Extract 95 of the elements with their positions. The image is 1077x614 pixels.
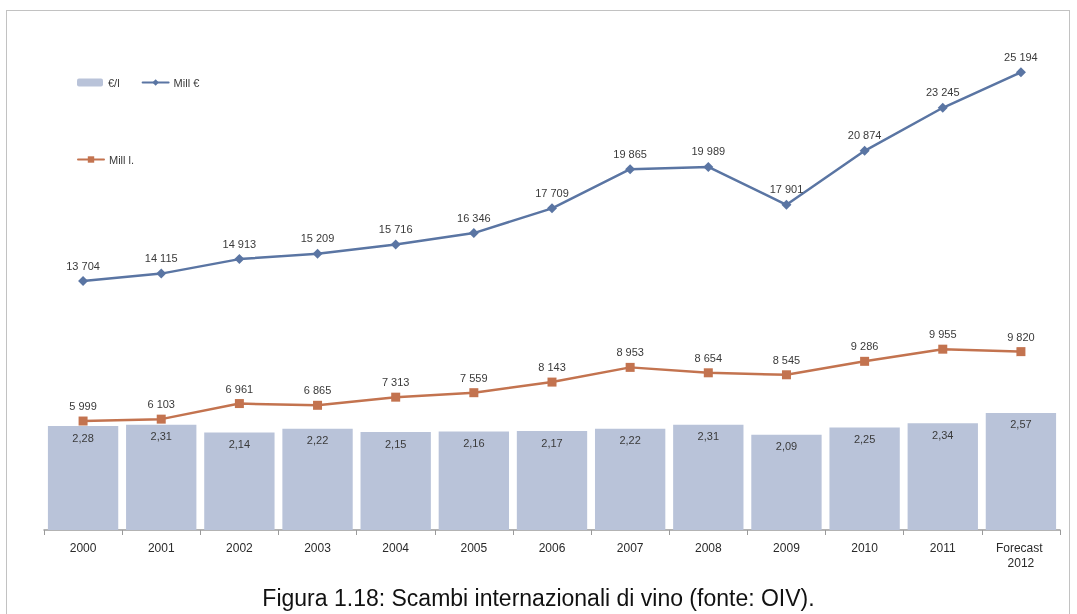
bar: [282, 428, 353, 530]
data-label: 15 716: [378, 223, 413, 236]
data-label: 9 955: [929, 328, 957, 341]
data-label: 2,15: [384, 437, 407, 450]
data-label: 8 654: [694, 351, 723, 364]
bar: [985, 412, 1057, 530]
data-label: 7 559: [460, 371, 488, 384]
bar: [829, 427, 900, 530]
point: [1015, 67, 1026, 78]
data-label: 6 103: [147, 398, 175, 411]
point: [703, 368, 713, 378]
x-tick-label: 2003: [304, 540, 332, 555]
data-label: 20 874: [847, 129, 882, 142]
x-tick-label: Forecast 2012: [995, 540, 1046, 570]
x-tick-label: 2009: [773, 540, 801, 555]
data-label: 15 209: [300, 232, 335, 245]
data-label: 2,28: [72, 431, 94, 444]
x-tick-label: 2005: [460, 540, 488, 555]
data-label: 8 953: [616, 346, 644, 359]
data-label: 7 313: [381, 376, 410, 389]
data-label: 14 913: [222, 237, 257, 250]
bar: [594, 428, 666, 530]
x-tick-label: 2006: [538, 540, 566, 555]
data-label: 2,22: [306, 434, 329, 447]
data-label: 17 709: [535, 186, 569, 199]
data-label: 13 704: [66, 259, 100, 272]
point: [78, 276, 89, 287]
point: [468, 228, 479, 239]
data-label: 14 115: [144, 252, 178, 265]
point: [78, 416, 88, 426]
point: [313, 400, 323, 410]
point: [781, 370, 791, 380]
data-label: 2,22: [619, 434, 641, 447]
point: [937, 102, 948, 113]
data-label: 2,57: [1010, 418, 1032, 431]
data-label: 2,34: [932, 428, 954, 441]
data-label: 2,31: [150, 430, 172, 443]
legend-label: €/l: [108, 76, 120, 89]
point: [312, 248, 323, 259]
x-tick-label: 2011: [929, 540, 956, 555]
bar: [438, 431, 510, 530]
data-label: 5 999: [69, 400, 97, 413]
text: Figura 1.18: Scambi internazionali di vino (fonte: OIV).: [262, 584, 815, 611]
x-tick-label: 2000: [69, 540, 97, 555]
x-tick-label: 2008: [694, 540, 722, 555]
x-tick-label: 2002: [226, 540, 254, 555]
data-label: 2,31: [697, 430, 720, 443]
x-tick-label: 2010: [851, 540, 879, 555]
data-label: 25 194: [1004, 50, 1038, 63]
data-label: 2,16: [463, 437, 485, 450]
x-tick-label: 2007: [616, 540, 644, 555]
data-label: 17 901: [769, 183, 804, 196]
legend-label: Mill €: [173, 76, 200, 89]
data-label: 19 865: [613, 147, 647, 160]
point: [547, 203, 557, 214]
x-tick-label: 2001: [147, 540, 175, 555]
data-label: 2,09: [775, 440, 798, 453]
point: [156, 268, 167, 279]
point: [234, 399, 244, 409]
data-label: 6 865: [303, 384, 332, 397]
point: [859, 145, 870, 156]
bar: [204, 432, 275, 530]
point: [703, 161, 714, 172]
point: [391, 392, 401, 402]
bar: [516, 431, 588, 530]
data-label: 2,17: [541, 436, 563, 449]
data-label: 6 961: [225, 382, 254, 395]
point: [625, 164, 636, 175]
x-tick-label: 2004: [382, 540, 410, 555]
data-label: 8 545: [772, 353, 801, 366]
point: [547, 377, 557, 387]
data-label: 9 286: [850, 340, 879, 353]
bar: [126, 424, 197, 530]
bar: [907, 423, 978, 530]
data-label: 8 143: [538, 361, 566, 374]
bar: [751, 434, 822, 530]
data-label: 16 346: [457, 211, 491, 224]
point: [156, 414, 166, 424]
data-label: 2,25: [853, 432, 876, 445]
point: [390, 239, 401, 250]
legend-label: Mill l.: [109, 153, 135, 166]
data-label: 2,14: [228, 437, 251, 450]
data-label: 19 989: [691, 145, 726, 158]
point: [938, 344, 948, 354]
bar: [360, 432, 431, 530]
point: [469, 388, 479, 398]
point: [781, 199, 792, 210]
data-label: 9 820: [1007, 330, 1035, 343]
bar: [673, 424, 744, 530]
bar: [47, 426, 119, 530]
point: [1016, 347, 1026, 357]
data-label: 23 245: [925, 86, 960, 99]
point: [625, 362, 635, 372]
point: [860, 356, 870, 366]
point: [234, 254, 245, 265]
